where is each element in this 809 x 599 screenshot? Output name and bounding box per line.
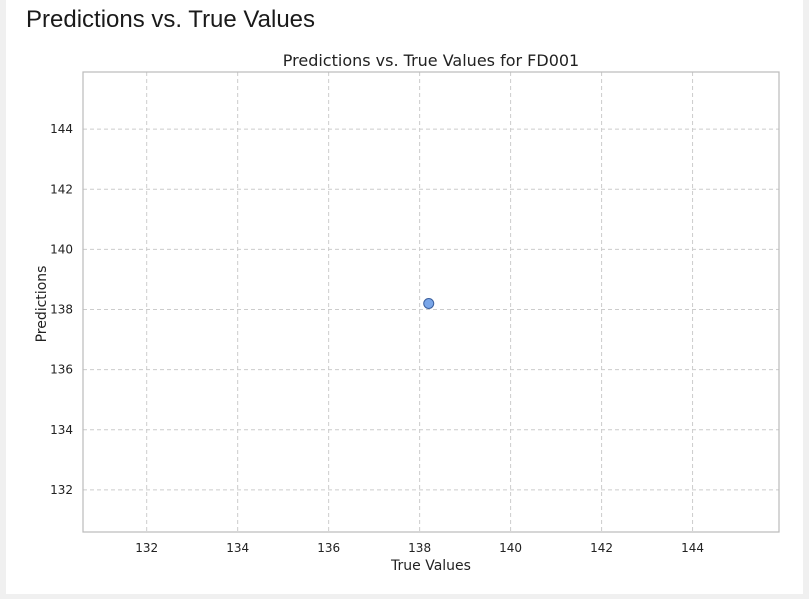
y-tick-label: 134: [50, 423, 73, 437]
y-tick-label: 138: [50, 303, 73, 317]
y-tick-label: 132: [50, 483, 73, 497]
x-tick-label: 144: [681, 541, 704, 555]
y-tick-label: 144: [50, 122, 73, 136]
grid-layer: [83, 72, 779, 532]
y-tick-label: 140: [50, 242, 73, 256]
x-tick-label: 134: [226, 541, 249, 555]
x-tick-label: 138: [408, 541, 431, 555]
y-tick-label: 136: [50, 363, 73, 377]
plot-frame: [82, 71, 780, 533]
page-title: Predictions vs. True Values: [26, 6, 316, 33]
chart-title: Predictions vs. True Values for FD001: [283, 51, 579, 70]
point-layer: [423, 298, 435, 310]
x-tick-label: 136: [317, 541, 340, 555]
y-tick-label: 142: [50, 182, 73, 196]
scatter-point: [423, 298, 435, 310]
x-axis-label: True Values: [390, 558, 471, 574]
x-tick-label: 132: [135, 541, 158, 555]
tick-layer: 132 134 136 138 140 142 144 132 134 136 138 140 142 1…: [50, 122, 704, 555]
x-tick-label: 140: [499, 541, 522, 555]
y-axis-label: Predictions: [34, 266, 50, 343]
x-tick-label: 142: [590, 541, 613, 555]
page-panel: Predictions vs. True Values: [6, 0, 803, 594]
